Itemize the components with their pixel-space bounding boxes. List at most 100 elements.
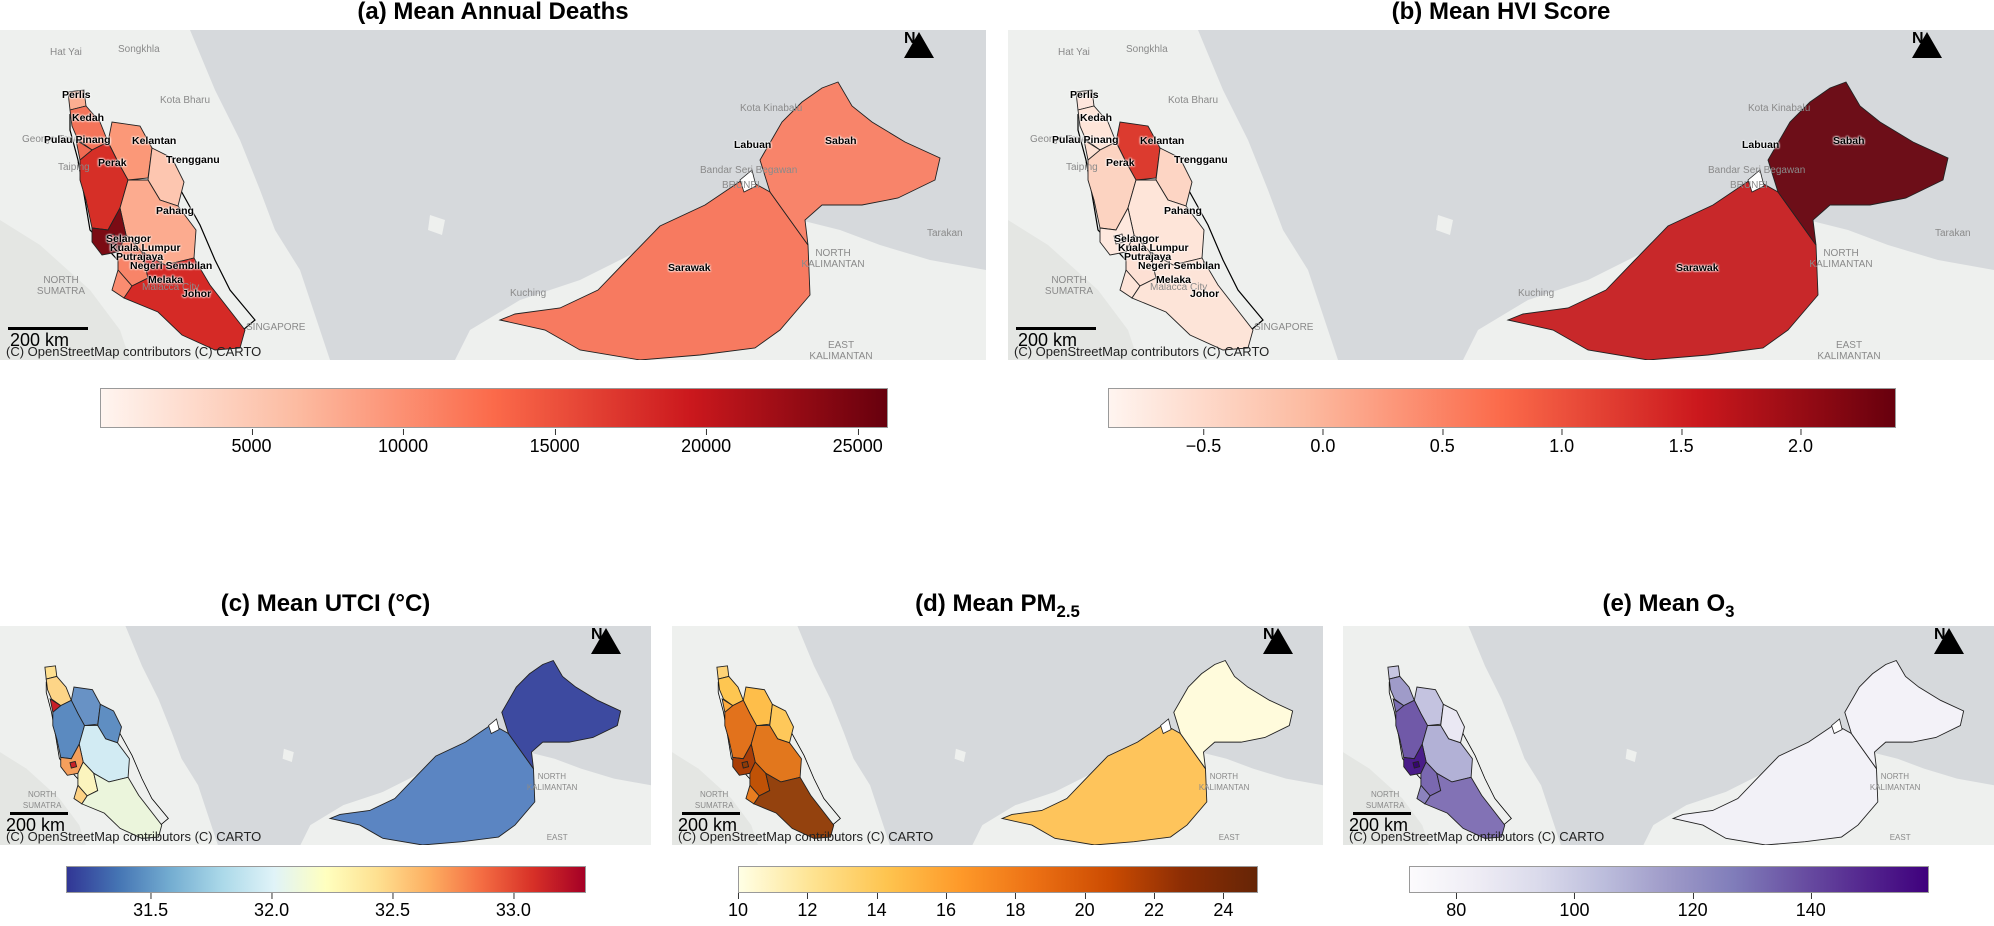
basemap-label-taiping: Taiping <box>1066 162 1098 173</box>
state-label-johor: Johor <box>1190 288 1220 300</box>
basemap-label-north-kalimantan: NORTH KALIMANTAN <box>801 248 865 270</box>
colorbar-tick-label: 80 <box>1446 893 1467 920</box>
basemap-label-north-kalimantan: NORTH KALIMANTAN <box>526 771 578 792</box>
basemap-label-east-kalimantan: EAST KALIMANTAN <box>1204 832 1255 845</box>
basemap-island <box>1436 215 1453 235</box>
map-attribution: (C) OpenStreetMap contributors (C) CARTO <box>6 344 262 359</box>
state-label-pulau-pinang: Pulau Pinang <box>1052 134 1119 146</box>
state-label-sabah: Sabah <box>1833 135 1865 147</box>
map-attribution: (C) OpenStreetMap contributors (C) CARTO <box>678 829 934 844</box>
state-label-selangor: Selangor <box>106 233 151 245</box>
colorbar-tick-label: 140 <box>1795 893 1826 920</box>
state-label-putrajaya: Putrajaya <box>116 251 164 263</box>
map-attribution: (C) OpenStreetMap contributors (C) CARTO <box>1014 344 1270 359</box>
colorbar-tick-label: 14 <box>866 893 887 920</box>
state-label-negeri-sembilan: Negeri Sembilan <box>1138 260 1221 272</box>
basemap-label-kota-bharu: Kota Bharu <box>160 95 211 106</box>
colorbar-tick-label: 16 <box>935 893 957 920</box>
basemap-label-songkhla: Songkhla <box>118 44 160 55</box>
basemap-label-malacca-city: Malacca City <box>1150 282 1208 293</box>
basemap-sumatra <box>672 752 758 845</box>
scale-bar <box>8 327 88 330</box>
state-label-negeri-sembilan: Negeri Sembilan <box>130 260 213 272</box>
basemap-label-north-kalimantan: NORTH KALIMANTAN <box>1869 771 1921 792</box>
scale-label: 200 km <box>6 815 66 835</box>
colorbar-tick-label: −0.5 <box>1185 429 1222 456</box>
north-label: N <box>1934 626 1946 643</box>
colorbar-tick-label: 12 <box>797 893 818 920</box>
panel-e: (e) Mean O3 NORTH SUMATRA NORTH KALIMANTA… <box>1343 590 1994 926</box>
panel-d: (d) Mean PM2.5 NORTH SUMATRA NORTH KALIMA… <box>672 590 1323 926</box>
north-arrow-icon: N <box>1934 626 1964 654</box>
colorbar-tick-label: 1.5 <box>1668 429 1694 456</box>
state-johor <box>1132 252 1253 350</box>
basemap-label-east-kalimantan: EAST KALIMANTAN <box>809 340 873 360</box>
basemap-label-georgetown: George Town <box>22 134 82 145</box>
basemap-label-north-sumatra: NORTH SUMATRA <box>36 275 86 297</box>
basemap-label-kuching: Kuching <box>510 288 547 299</box>
colorbar-tick-label: 20000 <box>681 429 732 456</box>
basemap-label-hat-yai: Hat Yai <box>50 47 82 58</box>
colorbar-tick-label: 31.5 <box>133 893 169 920</box>
basemap-label-bandar-seri-begawan: Bandar Seri Begawan <box>700 165 798 176</box>
state-johor <box>754 773 834 838</box>
colorbar-tick-label: 33.0 <box>495 893 531 920</box>
basemap-label-tarakan: Tarakan <box>927 228 963 239</box>
scale-bar <box>10 812 68 815</box>
colorbar <box>1409 866 1929 893</box>
colorbar-tick-label: 18 <box>1005 893 1026 920</box>
panel-title: (b) Mean HVI Score <box>1391 0 1611 25</box>
colorbar-tick-label: 120 <box>1677 893 1708 920</box>
basemap-label-singapore: SINGAPORE <box>246 322 306 333</box>
state-label-pulau-pinang: Pulau Pinang <box>44 134 111 146</box>
basemap-label-north-sumatra: NORTH SUMATRA <box>694 789 734 810</box>
state-label-kedah: Kedah <box>72 112 105 124</box>
state-sabah <box>1768 82 1948 245</box>
state-label-kuala-lumpur: Kuala Lumpur <box>110 242 181 254</box>
basemap-sumatra <box>0 752 86 845</box>
state-johor <box>82 773 162 838</box>
colorbar-tick-label: 25000 <box>832 429 883 456</box>
basemap-label-bandar-seri-begawan: Bandar Seri Begawan <box>1708 165 1806 176</box>
state-label-kelantan: Kelantan <box>132 135 177 147</box>
colorbar <box>66 866 586 893</box>
basemap-sumatra <box>0 220 130 360</box>
state-kuala-lumpur <box>742 761 749 768</box>
north-arrow-icon: N <box>591 627 621 654</box>
north-arrow-icon: N <box>1263 627 1293 654</box>
north-arrow-icon: N <box>1912 31 1942 58</box>
basemap-label-kota-bharu: Kota Bharu <box>1168 95 1219 106</box>
scale-bar <box>1016 327 1096 330</box>
basemap-label-north-sumatra: NORTH SUMATRA <box>1044 275 1094 297</box>
basemap-label-north-kalimantan: NORTH KALIMANTAN <box>1809 248 1873 270</box>
basemap-label-brunei: BRUNEI <box>1730 180 1768 191</box>
north-label: N <box>904 30 916 47</box>
map-area: NORTH SUMATRA NORTH KALIMANTAN EAST KALIMA… <box>672 626 1323 845</box>
state-sabah <box>1845 661 1964 769</box>
scale-label: 200 km <box>1349 815 1409 835</box>
basemap-label-north-kalimantan: NORTH KALIMANTAN <box>1198 771 1250 792</box>
basemap-island <box>428 215 445 235</box>
scale-bar <box>682 812 740 815</box>
state-label-trengganu: Trengganu <box>166 154 220 166</box>
state-labuan <box>740 170 756 192</box>
basemap-sumatra <box>1008 220 1138 360</box>
state-kuala-lumpur <box>1114 234 1124 244</box>
colorbar-tick-label: 0.5 <box>1429 429 1455 456</box>
colorbar-tick-label: 2.0 <box>1787 429 1813 456</box>
basemap-island <box>1625 748 1637 763</box>
map-area: NORTH SUMATRA NORTH KALIMANTAN EAST KALIMA… <box>1343 626 1994 845</box>
colorbar-tick-label: 32.0 <box>254 893 290 920</box>
colorbar <box>738 866 1258 893</box>
map-svg <box>0 626 651 845</box>
state-label-selangor: Selangor <box>1114 233 1159 245</box>
state-sabah <box>502 661 621 769</box>
state-kuala-lumpur <box>70 761 77 768</box>
colorbar-tick-label: 32.5 <box>374 893 411 920</box>
state-label-kelantan: Kelantan <box>1140 135 1185 147</box>
state-kuala-lumpur <box>106 234 116 244</box>
state-label-kedah: Kedah <box>1080 112 1113 124</box>
state-label-putrajaya: Putrajaya <box>1124 251 1172 263</box>
map-svg <box>1008 30 1994 360</box>
state-label-pahang: Pahang <box>156 205 194 217</box>
